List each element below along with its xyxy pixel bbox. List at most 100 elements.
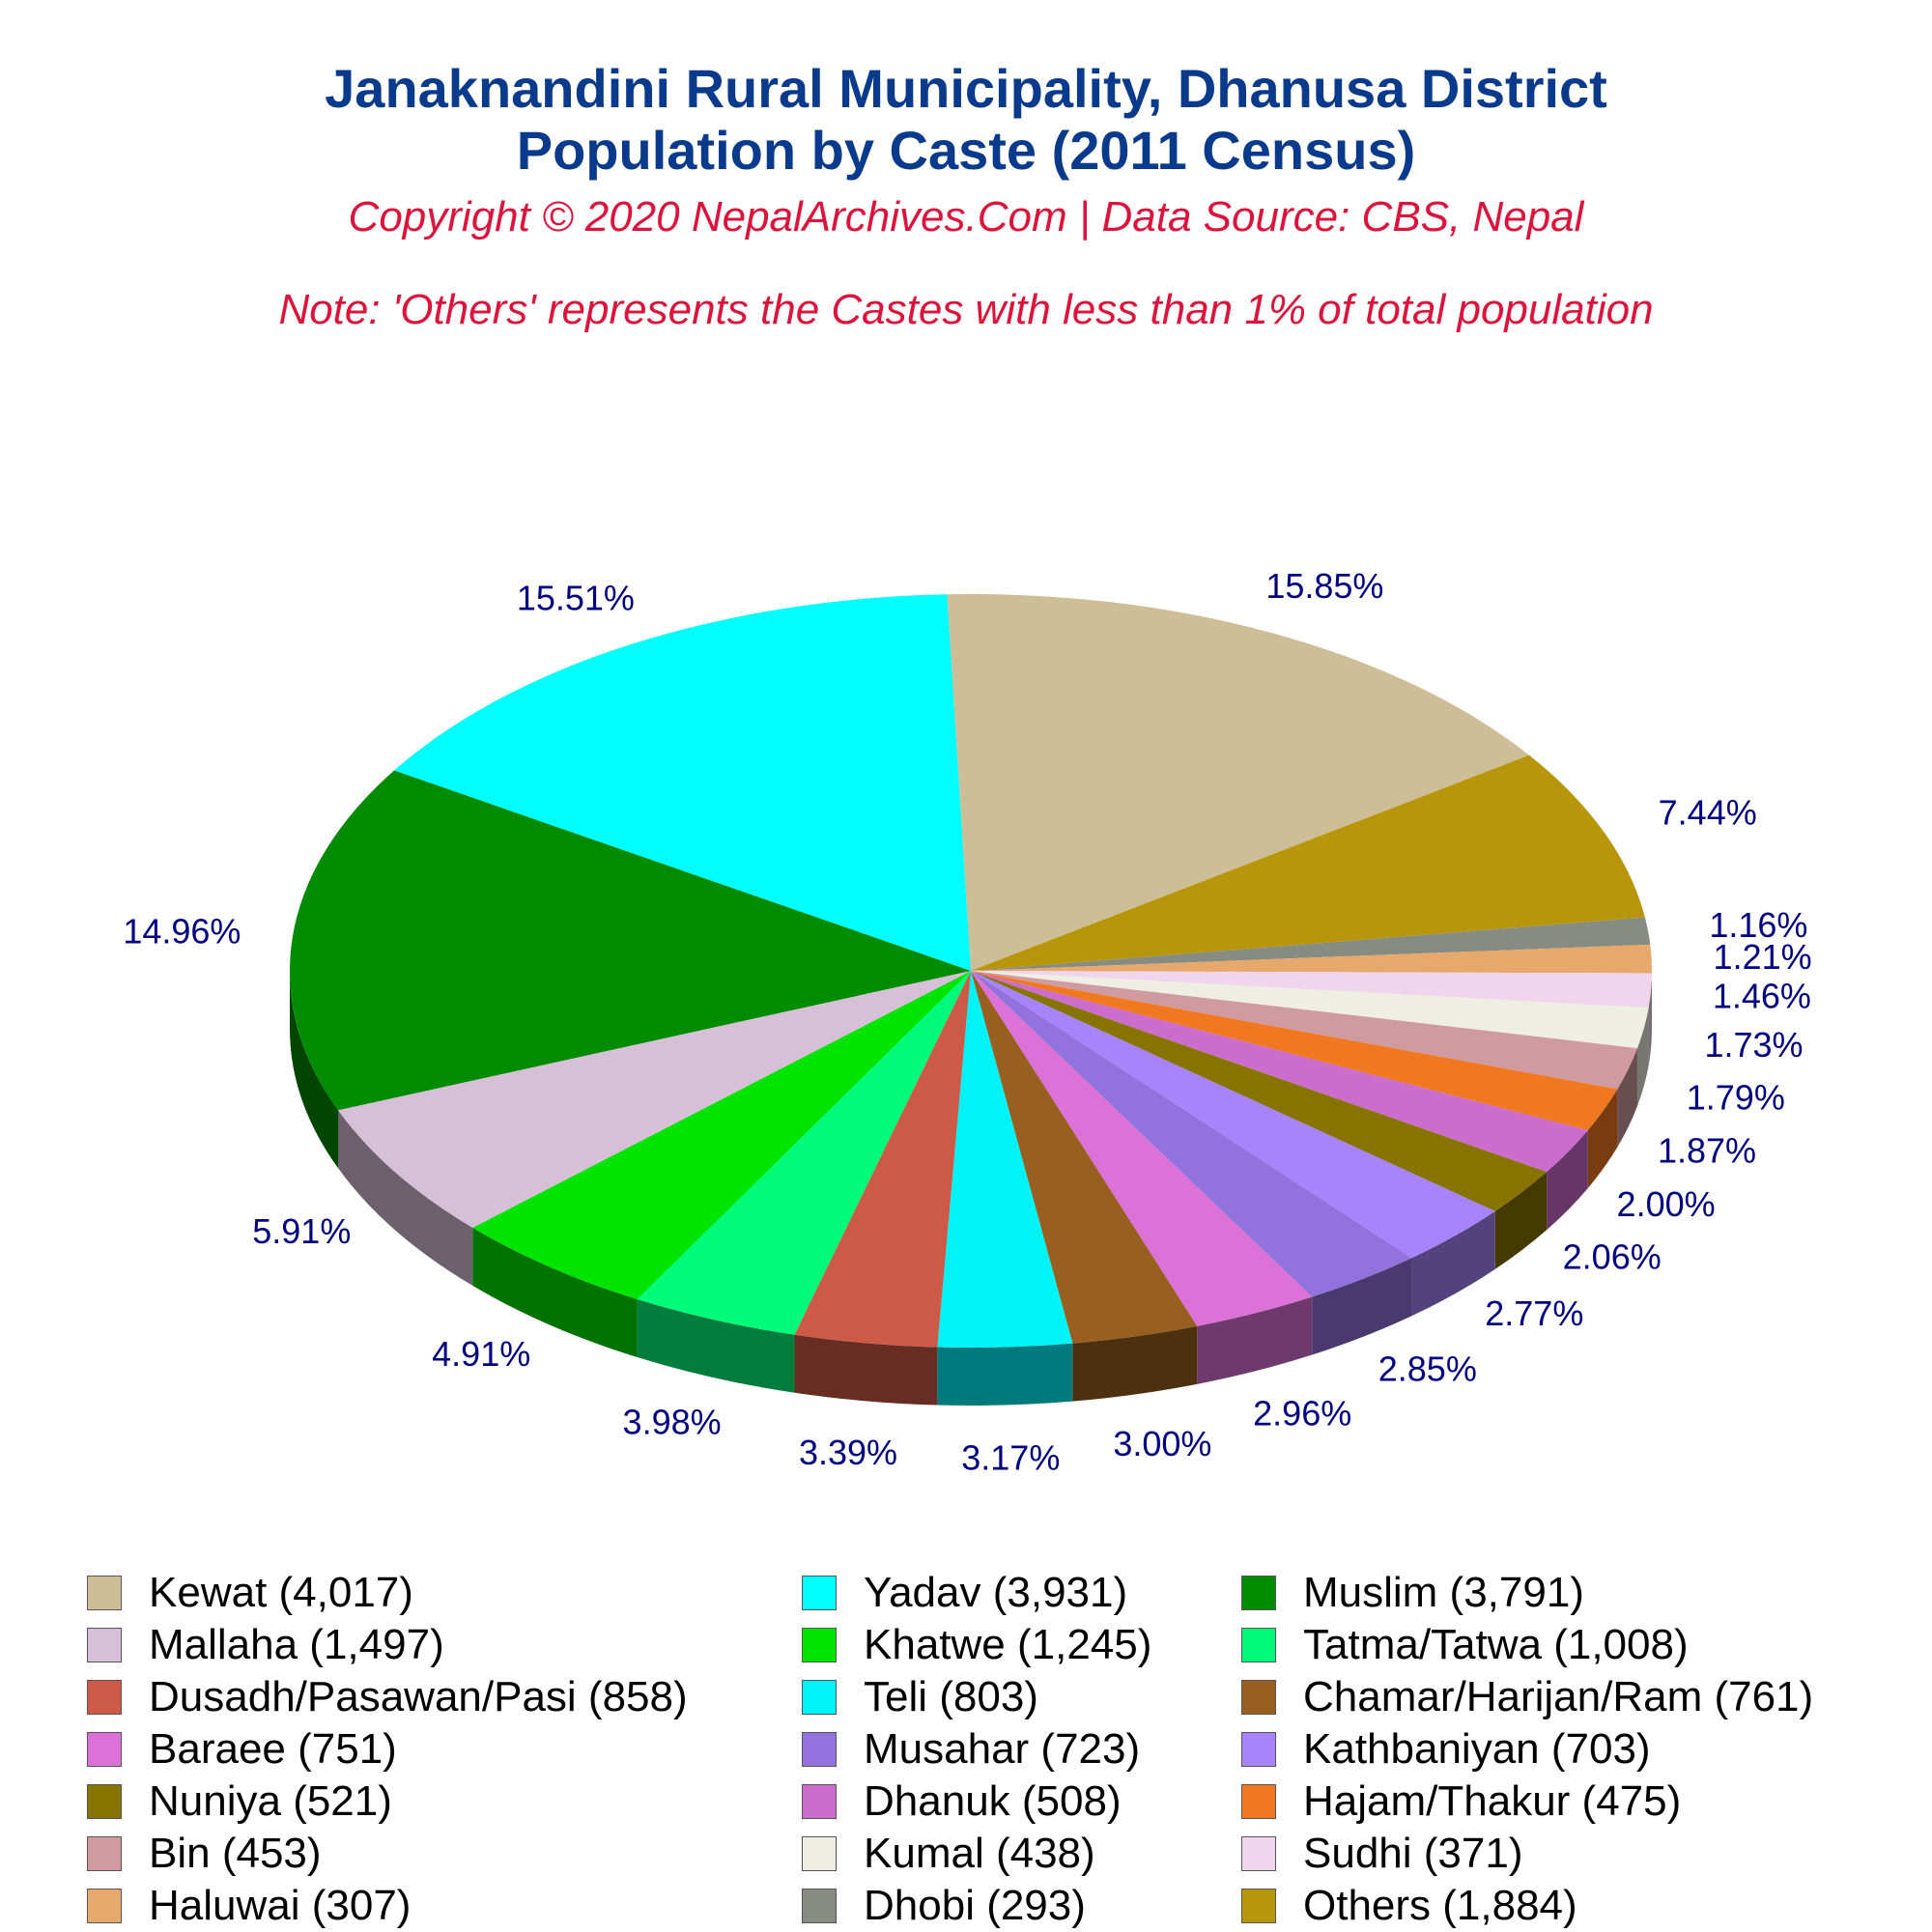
legend-item: Kewat (4,017) [87, 1569, 413, 1617]
legend-swatch [802, 1680, 837, 1715]
slice-side-mallaha [338, 1110, 473, 1286]
legend-item: Tatma/Tatwa (1,008) [1241, 1621, 1689, 1669]
legend-item: Teli (803) [802, 1673, 1038, 1721]
chart-title-line-2: Population by Caste (2011 Census) [516, 120, 1416, 181]
legend-item: Dusadh/Pasawan/Pasi (858) [87, 1673, 688, 1721]
legend-item: Others (1,884) [1241, 1882, 1577, 1930]
legend-swatch [87, 1836, 122, 1871]
value-label-hajam-thakur: 1.87% [1658, 1131, 1756, 1171]
legend-swatch [1241, 1628, 1276, 1662]
slice-dhanuk [971, 971, 1588, 1173]
slice-musahar [971, 971, 1412, 1297]
slice-khatwe [472, 971, 971, 1300]
legend-item: Baraee (751) [87, 1725, 397, 1774]
legend-swatch [87, 1889, 122, 1923]
legend: Kewat (4,017) Yadav (3,931) Muslim (3,791)… [0, 1565, 1932, 1932]
slice-side-kumal [1636, 1008, 1649, 1107]
value-label-others: 7.44% [1659, 793, 1757, 833]
value-label-tatma-tatwa: 3.98% [623, 1403, 722, 1442]
slice-kathbaniyan [971, 971, 1495, 1259]
legend-label: Others (1,884) [1303, 1882, 1577, 1929]
slice-baraee [971, 971, 1313, 1326]
pie-sides [290, 971, 1652, 1406]
slice-muslim [289, 770, 971, 1111]
slice-side-baraee [1197, 1296, 1313, 1384]
slice-side-tatma-tatwa [637, 1299, 795, 1393]
legend-label: Teli (803) [864, 1673, 1038, 1720]
legend-swatch [87, 1732, 122, 1767]
pie-value-labels: 15.85% 7.44% 1.16%1.21%1.46% 1.73% 1.79% 1.87… [123, 566, 1811, 1478]
slice-side-chamar-harijan-ram [1072, 1325, 1198, 1402]
legend-item: Hajam/Thakur (475) [1241, 1777, 1681, 1826]
legend-swatch [87, 1576, 122, 1610]
chart-title-line-1: Janaknandini Rural Municipality, Dhanusa… [325, 58, 1607, 119]
legend-swatch [87, 1784, 122, 1819]
slice-haluwai [971, 944, 1652, 974]
legend-item: Sudhi (371) [1241, 1830, 1522, 1878]
slice-hajam-thakur [971, 971, 1618, 1131]
legend-item: Haluwai (307) [87, 1882, 411, 1930]
legend-label: Baraee (751) [149, 1725, 397, 1773]
legend-swatch [802, 1576, 837, 1610]
legend-label: Khatwe (1,245) [864, 1621, 1152, 1668]
slice-dhobi [971, 917, 1651, 971]
legend-label: Nuniya (521) [149, 1777, 392, 1825]
slice-sudhi [971, 971, 1652, 1009]
value-label-musahar: 2.85% [1378, 1350, 1477, 1389]
slice-dusadh-pasawan-pasi [794, 971, 971, 1348]
legend-item: Dhanuk (508) [802, 1777, 1122, 1826]
copyright-text: Copyright © 2020 NepalArchives.Com | Dat… [348, 193, 1584, 241]
value-label-teli: 3.17% [961, 1437, 1060, 1477]
value-label-haluwai: 1.21% [1714, 937, 1812, 977]
value-label-baraee: 2.96% [1253, 1394, 1351, 1434]
slice-kumal [971, 971, 1649, 1049]
legend-swatch [802, 1628, 837, 1662]
legend-label: Yadav (3,931) [864, 1569, 1128, 1616]
legend-item: Chamar/Harijan/Ram (761) [1241, 1673, 1813, 1721]
legend-label: Tatma/Tatwa (1,008) [1303, 1621, 1689, 1668]
legend-label: Hajam/Thakur (475) [1303, 1777, 1682, 1825]
legend-label: Kewat (4,017) [149, 1569, 413, 1616]
legend-item: Bin (453) [87, 1830, 322, 1878]
legend-label: Chamar/Harijan/Ram (761) [1303, 1673, 1814, 1720]
legend-swatch [87, 1680, 122, 1715]
legend-label: Bin (453) [149, 1830, 322, 1877]
slice-yadav [394, 594, 971, 971]
legend-swatch [1241, 1889, 1276, 1923]
legend-swatch [802, 1784, 837, 1819]
legend-swatch [802, 1836, 837, 1871]
slice-side-khatwe [472, 1227, 638, 1358]
slice-side-dusadh-pasawan-pasi [794, 1334, 938, 1406]
legend-label: Musahar (723) [864, 1725, 1141, 1773]
value-label-yadav: 15.51% [517, 578, 635, 617]
legend-item: Mallaha (1,497) [87, 1621, 444, 1669]
value-label-khatwe: 4.91% [432, 1334, 530, 1374]
legend-swatch [1241, 1836, 1276, 1871]
slice-side-sudhi [1648, 973, 1652, 1066]
slice-mallaha [338, 971, 972, 1228]
value-label-bin: 1.79% [1687, 1077, 1785, 1117]
value-label-nuniya: 2.06% [1563, 1237, 1662, 1277]
pie-chart: 15.85% 7.44% 1.16%1.21%1.46% 1.73% 1.79% 1.87… [123, 566, 1811, 1478]
legend-swatch [1241, 1576, 1276, 1610]
pie-slices [289, 594, 1652, 1349]
slice-kewat [947, 594, 1530, 971]
slice-chamar-harijan-ram [971, 971, 1198, 1344]
value-label-kumal: 1.73% [1704, 1025, 1803, 1065]
value-label-sudhi: 1.46% [1713, 976, 1811, 1015]
legend-label: Muslim (3,791) [1303, 1569, 1584, 1616]
legend-item: Nuniya (521) [87, 1777, 392, 1826]
legend-label: Mallaha (1,497) [149, 1621, 444, 1668]
slice-side-dhanuk [1547, 1130, 1588, 1231]
legend-item: Muslim (3,791) [1241, 1569, 1584, 1617]
legend-label: Dusadh/Pasawan/Pasi (858) [149, 1673, 688, 1720]
value-label-kathbaniyan: 2.77% [1485, 1293, 1583, 1333]
value-label-dhanuk: 2.00% [1617, 1184, 1716, 1224]
slice-teli [937, 971, 1073, 1349]
slice-nuniya [971, 971, 1548, 1211]
legend-label: Sudhi (371) [1303, 1830, 1523, 1877]
legend-item: Khatwe (1,245) [802, 1621, 1151, 1669]
slice-side-nuniya [1494, 1172, 1548, 1269]
legend-swatch [1241, 1680, 1276, 1715]
legend-swatch [802, 1732, 837, 1767]
